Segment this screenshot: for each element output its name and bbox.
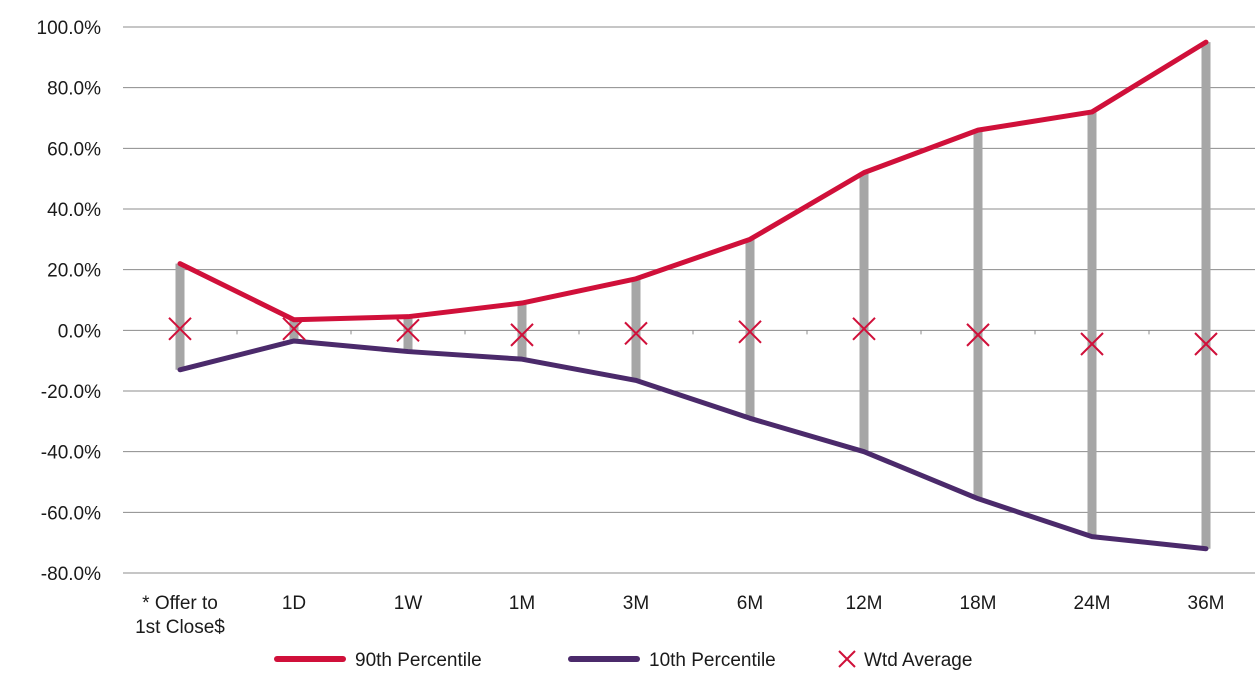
y-tick-label: -20.0% — [41, 382, 101, 403]
range-bars — [175, 42, 1211, 549]
10th-percentile-line — [177, 338, 1209, 552]
x-tick-label-line: 12M — [846, 593, 883, 614]
x-axis: * Offer to 1st Close$ 1D 1W 1M 3M 6M 12M 18M 24M 3… — [135, 593, 1224, 638]
y-tick-label: -80.0% — [41, 564, 101, 585]
x-tick-label-line: 1M — [509, 593, 535, 614]
x-tick-label: 1W — [394, 593, 423, 614]
x-tick-label: * Offer to 1st Close$ — [135, 593, 225, 638]
y-tick-label: 60.0% — [47, 139, 101, 160]
wtd-average-marker — [1080, 332, 1104, 356]
x-tick-label: 6M — [737, 593, 763, 614]
x-tick-label-line: 3M — [623, 593, 649, 614]
x-tick-label-line: 24M — [1074, 593, 1111, 614]
legend-item-wtd-average: Wtd Average — [838, 650, 972, 671]
y-axis: 100.0% 80.0% 60.0% 40.0% 20.0% 0.0% -20.0% -40.… — [37, 18, 102, 585]
x-tick-label-line: * Offer to — [142, 593, 218, 614]
x-tick-label-line: 1D — [282, 593, 306, 614]
legend-item-90th-percentile: 90th Percentile — [274, 650, 482, 671]
legend-x-icon — [838, 650, 856, 668]
y-tick-label: -60.0% — [41, 503, 101, 524]
y-tick-label: -40.0% — [41, 443, 101, 464]
x-tick-label: 1M — [509, 593, 535, 614]
x-tick-label-line: 1W — [394, 593, 423, 614]
y-tick-label: 40.0% — [47, 200, 101, 221]
y-tick-label: 20.0% — [47, 261, 101, 282]
y-tick-label: 100.0% — [37, 18, 102, 39]
x-tick-label: 1D — [282, 593, 306, 614]
x-tick-label-line: 1st Close$ — [135, 617, 225, 638]
x-tick-label: 36M — [1188, 593, 1225, 614]
legend-label: Wtd Average — [864, 650, 972, 671]
x-tick-label: 12M — [846, 593, 883, 614]
legend: 90th Percentile 10th Percentile Wtd Averag… — [274, 650, 972, 671]
wtd-average-marker — [168, 317, 192, 341]
y-tick-label: 0.0% — [58, 321, 101, 342]
gridlines — [123, 26, 1255, 574]
wtd-average-marker — [624, 321, 648, 346]
y-tick-label: 80.0% — [47, 79, 101, 100]
wtd-average-markers — [168, 317, 1218, 356]
wtd-average-marker — [510, 323, 534, 347]
90th-percentile-line — [177, 39, 1209, 323]
x-tick-label-line: 18M — [960, 593, 997, 614]
x-tick-label: 18M — [960, 593, 997, 614]
wtd-average-marker — [966, 323, 990, 347]
x-tick-label: 24M — [1074, 593, 1111, 614]
wtd-average-marker — [1194, 332, 1218, 356]
x-tick-label-line: 36M — [1188, 593, 1225, 614]
x-tick-label-line: 6M — [737, 593, 763, 614]
legend-label: 90th Percentile — [355, 650, 482, 671]
x-tick-label: 3M — [623, 593, 649, 614]
series-lines — [177, 39, 1209, 552]
wtd-average-marker — [852, 317, 876, 341]
wtd-average-marker — [396, 318, 420, 343]
wtd-average-marker — [282, 317, 306, 341]
wtd-average-marker — [738, 320, 762, 344]
legend-label: 10th Percentile — [649, 650, 776, 671]
legend-item-10th-percentile: 10th Percentile — [568, 650, 776, 671]
